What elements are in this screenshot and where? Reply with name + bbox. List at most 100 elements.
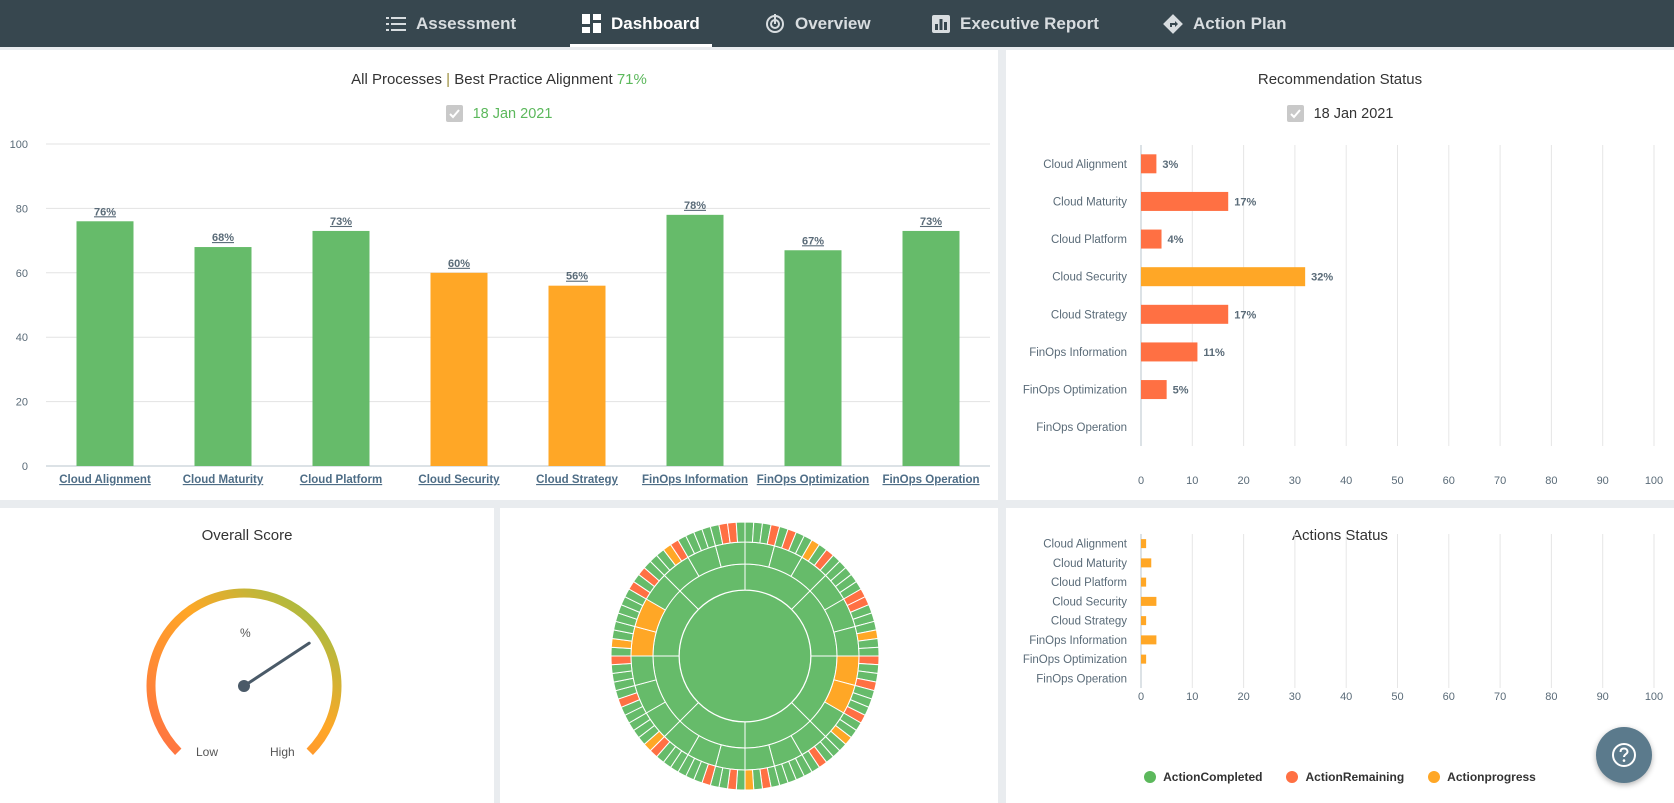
x-tick-label: 70 (1494, 475, 1506, 487)
report-chart-icon (932, 14, 950, 33)
bar-cloud-strategy[interactable] (548, 285, 606, 466)
bar-finops-optimization[interactable] (784, 250, 842, 466)
sunburst-ring3-segment[interactable] (744, 769, 755, 791)
sunburst-panel (500, 508, 998, 803)
legend-item-remaining[interactable]: ActionRemaining (1286, 770, 1404, 784)
bar-actionprogress-cloud-alignment[interactable] (1141, 539, 1147, 549)
recommendation-panel: Recommendation Status 18 Jan 2021 0 10 20 3… (1006, 50, 1674, 500)
x-tick-label: 20 (1237, 475, 1249, 487)
y-tick-label: 20 (16, 397, 28, 409)
tab-action-plan[interactable]: Action Plan (1163, 0, 1287, 47)
y-category-label: Cloud Maturity (1053, 196, 1127, 208)
sunburst-ring3-segment[interactable] (858, 646, 880, 657)
sunburst-ring2-segment[interactable] (630, 655, 657, 687)
x-tick-label[interactable]: Cloud Security (418, 474, 500, 486)
alignment-title: All Processes | Best Practice Alignment … (0, 71, 998, 88)
bar-actionprogress-cloud-maturity[interactable] (1141, 558, 1152, 568)
help-button[interactable] (1596, 727, 1652, 783)
sunburst-ring2-segment[interactable] (744, 744, 776, 771)
bar-cloud-alignment[interactable] (76, 221, 134, 466)
y-category-label: Cloud Platform (1051, 577, 1127, 589)
tab-executive-report-label: Executive Report (960, 13, 1099, 33)
x-tick-label[interactable]: Cloud Strategy (536, 474, 618, 486)
alignment-panel: All Processes | Best Practice Alignment … (0, 50, 998, 500)
tab-overview[interactable]: Overview (765, 0, 871, 47)
y-tick-label: 40 (16, 332, 28, 344)
bar-value-label: 60% (448, 258, 470, 270)
recommendation-title: Recommendation Status (1257, 71, 1423, 88)
y-category-label: FinOps Operation (1036, 422, 1127, 434)
x-tick-label[interactable]: Cloud Platform (300, 474, 382, 486)
sunburst-ring3-segment[interactable] (735, 521, 746, 543)
y-category-label: Cloud Security (1052, 272, 1127, 284)
sunburst-ring2-segment[interactable] (714, 541, 746, 568)
x-tick-label[interactable]: FinOps Information (642, 474, 748, 486)
x-tick-label[interactable]: Cloud Alignment (59, 474, 151, 486)
y-category-label: Cloud Alignment (1043, 539, 1128, 551)
bar-value-label: 78% (684, 200, 706, 212)
y-category-label: Cloud Maturity (1053, 558, 1127, 570)
tab-executive-report[interactable]: Executive Report (932, 0, 1099, 47)
tab-action-plan-label: Action Plan (1193, 13, 1287, 33)
bar-cloud-alignment[interactable] (1141, 154, 1157, 174)
bar-actionprogress-finops-information[interactable] (1141, 635, 1157, 645)
gauge-low-label: Low (196, 745, 219, 759)
bar-value-label: 32% (1311, 272, 1333, 284)
overall-score-title: Overall Score (201, 527, 293, 544)
legend-label-remaining: ActionRemaining (1305, 770, 1405, 784)
x-tick-label: 20 (1237, 691, 1249, 703)
recommendation-date-checkbox[interactable] (1286, 105, 1304, 122)
y-tick-label: 100 (10, 139, 28, 151)
bar-cloud-maturity[interactable] (1141, 191, 1229, 211)
radar-icon (765, 13, 785, 34)
help-icon (1612, 743, 1636, 767)
bar-actionprogress-cloud-platform[interactable] (1141, 577, 1147, 587)
bar-value-label: 5% (1173, 385, 1189, 397)
x-tick-label[interactable]: Cloud Maturity (183, 474, 264, 486)
alignment-date-checkbox[interactable] (445, 105, 463, 122)
bar-actionprogress-cloud-security[interactable] (1141, 596, 1157, 606)
legend-dot-completed (1144, 771, 1157, 783)
tab-assessment[interactable]: Assessment (386, 0, 516, 47)
x-tick-label[interactable]: FinOps Optimization (757, 474, 869, 486)
legend-item-completed[interactable]: ActionCompleted (1144, 770, 1262, 784)
legend-item-progress[interactable]: Actionprogress (1428, 770, 1536, 784)
y-category-label: Cloud Platform (1051, 234, 1127, 246)
gauge-needle-hub (238, 680, 250, 692)
bar-finops-information[interactable] (1141, 342, 1198, 362)
sunburst-ring2-segment[interactable] (833, 625, 860, 657)
bar-value-label: 56% (566, 271, 588, 283)
alignment-date-label: 18 Jan 2021 (472, 105, 553, 122)
bar-cloud-platform[interactable] (312, 230, 370, 466)
bar-value-label: 11% (1203, 347, 1225, 359)
bar-cloud-maturity[interactable] (194, 247, 252, 466)
alignment-bar-chart: 0 20 40 60 80 100 76% Cloud Alignment 68% Cloud M… (10, 139, 990, 486)
bar-value-label: 68% (212, 232, 234, 244)
tab-dashboard[interactable]: Dashboard (570, 0, 712, 47)
x-tick-label: 0 (1138, 691, 1144, 703)
bar-cloud-strategy[interactable] (1141, 304, 1229, 324)
bar-cloud-security[interactable] (430, 272, 488, 466)
x-tick-label[interactable]: FinOps Operation (882, 474, 979, 486)
bar-value-label: 17% (1234, 309, 1256, 321)
bar-value-label: 73% (330, 216, 352, 228)
sunburst-center[interactable] (678, 589, 812, 723)
alignment-title-percent: 71% (616, 71, 647, 88)
bar-actionprogress-finops-optimization[interactable] (1141, 654, 1147, 664)
y-tick-label: 80 (16, 203, 28, 215)
recommendation-date-label: 18 Jan 2021 (1313, 105, 1394, 122)
directions-icon (1163, 13, 1183, 34)
alignment-title-separator: | (446, 71, 451, 88)
gauge-unit-label: % (240, 626, 251, 640)
sunburst-ring3-segment[interactable] (610, 655, 632, 666)
gauge-arc (146, 588, 342, 755)
bar-actionprogress-cloud-strategy[interactable] (1141, 616, 1147, 626)
x-tick-label: 70 (1494, 691, 1506, 703)
bar-cloud-platform[interactable] (1141, 229, 1162, 249)
bar-finops-information[interactable] (666, 214, 724, 466)
bar-cloud-security[interactable] (1141, 267, 1306, 287)
bar-finops-operation[interactable] (902, 230, 960, 466)
x-tick-label: 30 (1289, 475, 1301, 487)
recommendation-date-filter: 18 Jan 2021 (1006, 105, 1674, 122)
bar-finops-optimization[interactable] (1141, 380, 1167, 400)
